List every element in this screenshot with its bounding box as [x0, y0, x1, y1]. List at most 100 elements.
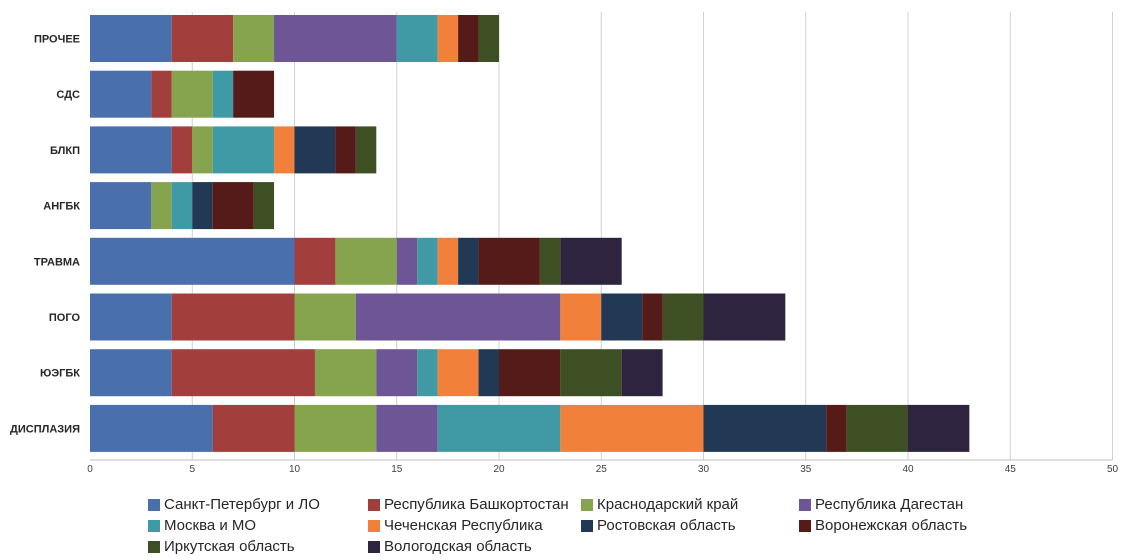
bar-segment — [294, 126, 336, 174]
legend-item: Республика Дагестан — [799, 494, 1039, 515]
x-tick-label: 20 — [493, 464, 505, 475]
legend-swatch — [799, 519, 811, 532]
stacked-bar-chart: ПРОЧЕЕ СДС БЛКП АНГБК ТРАВМА ПОГО ЮЭГБК ДИСПЛАЗ… — [10, 12, 1119, 475]
bar-segment — [294, 237, 336, 285]
bar-segment — [417, 349, 438, 397]
legend-row: Москва и МО Чеченская Республика Ростовска… — [148, 515, 1048, 536]
x-tick-label: 25 — [596, 464, 608, 475]
legend-swatch — [368, 498, 380, 511]
bar-segment — [90, 404, 213, 452]
bar-segment — [703, 404, 827, 452]
bar-segment — [437, 15, 459, 62]
bar-segment — [90, 126, 172, 174]
bar-segment — [151, 70, 172, 118]
legend-label: Чеченская Республика — [384, 517, 543, 534]
bar-segment — [478, 15, 499, 62]
bar-segment — [396, 15, 438, 62]
bar-segment — [417, 237, 438, 285]
bar-segment — [212, 182, 254, 230]
bar-segment — [90, 15, 172, 62]
legend-item: Воронежская область — [799, 515, 1039, 536]
bar-segment — [478, 349, 499, 397]
bar-segment — [294, 293, 356, 341]
bar-segment — [560, 404, 704, 452]
bar-segment — [212, 404, 295, 452]
bar-segment — [90, 293, 172, 341]
bar-segment — [437, 404, 561, 452]
legend-label: Краснодарский край — [597, 496, 739, 513]
bar-segment — [499, 349, 561, 397]
bar-segment — [335, 237, 397, 285]
bar-segment — [171, 15, 234, 62]
bar-segment — [376, 404, 438, 452]
legend-label: Республика Дагестан — [815, 496, 964, 513]
bar-segment — [335, 126, 356, 174]
legend-item: Вологодская область — [368, 536, 581, 557]
x-tick-label: 40 — [902, 464, 914, 475]
x-tick-label: 50 — [1107, 464, 1119, 475]
bar-segment — [908, 404, 970, 452]
legend-item: Санкт-Петербург и ЛО — [148, 494, 368, 515]
legend-label: Ростовская область — [597, 517, 736, 534]
legend-swatch — [368, 519, 380, 532]
legend-swatch — [148, 498, 160, 511]
legend-item: Чеченская Республика — [368, 515, 581, 536]
chart-legend: Санкт-Петербург и ЛО Республика Башкортос… — [148, 494, 1048, 557]
legend-item: Республика Башкортостан — [368, 494, 581, 515]
legend-label: Республика Башкортостан — [384, 496, 569, 513]
bar-segment — [437, 237, 459, 285]
bar-segment — [274, 15, 397, 62]
bar-segment — [662, 293, 704, 341]
bar-segment — [233, 70, 275, 118]
legend-label: Москва и МО — [164, 517, 257, 534]
bar-segment — [294, 404, 377, 452]
bar-segment — [396, 237, 418, 285]
category-label: АНГБК — [43, 201, 80, 213]
bar-segment — [90, 182, 152, 230]
legend-item: Ростовская область — [581, 515, 799, 536]
bar-segment — [560, 349, 622, 397]
bar-segment — [212, 126, 275, 174]
legend-row: Санкт-Петербург и ЛО Республика Башкортос… — [148, 494, 1048, 515]
bar-segment — [703, 293, 786, 341]
legend-label: Вологодская область — [384, 538, 532, 555]
bar-segment — [560, 293, 602, 341]
x-tick-label: 35 — [800, 464, 812, 475]
bar-segment — [355, 126, 377, 174]
x-tick-label: 45 — [1005, 464, 1017, 475]
bar-segment — [90, 237, 295, 285]
bar-segment — [846, 404, 908, 452]
legend-swatch — [581, 519, 593, 532]
legend-label: Воронежская область — [815, 517, 968, 534]
bar-segment — [314, 349, 377, 397]
category-label: ТРАВМА — [34, 256, 80, 268]
legend-swatch — [148, 540, 160, 553]
category-label: СДС — [56, 89, 80, 101]
bar-segment — [560, 237, 622, 285]
bar-segment — [90, 70, 152, 118]
bar-segment — [458, 237, 479, 285]
legend-item: Москва и МО — [148, 515, 368, 536]
bar-segment — [212, 70, 234, 118]
bar-segment — [437, 349, 479, 397]
bar-segment — [826, 404, 847, 452]
bar-segment — [171, 349, 315, 397]
legend-label: Санкт-Петербург и ЛО — [164, 496, 320, 513]
bar-segment — [621, 349, 663, 397]
category-label: ЮЭГБК — [40, 368, 80, 380]
bar-segment — [171, 293, 295, 341]
x-tick-label: 5 — [189, 464, 195, 475]
bar-segment — [601, 293, 643, 341]
category-label: ДИСПЛАЗИЯ — [10, 423, 80, 435]
bar-segment — [171, 126, 193, 174]
legend-item: Краснодарский край — [581, 494, 799, 515]
bar-segment — [192, 182, 213, 230]
bar-segment — [642, 293, 663, 341]
bar-segment — [539, 237, 561, 285]
x-tick-label: 0 — [87, 464, 93, 475]
category-label: ПРОЧЕЕ — [34, 34, 80, 46]
bar-segment — [90, 349, 172, 397]
bar-segment — [478, 237, 540, 285]
x-tick-label: 30 — [698, 464, 710, 475]
bar-segment — [233, 15, 275, 62]
